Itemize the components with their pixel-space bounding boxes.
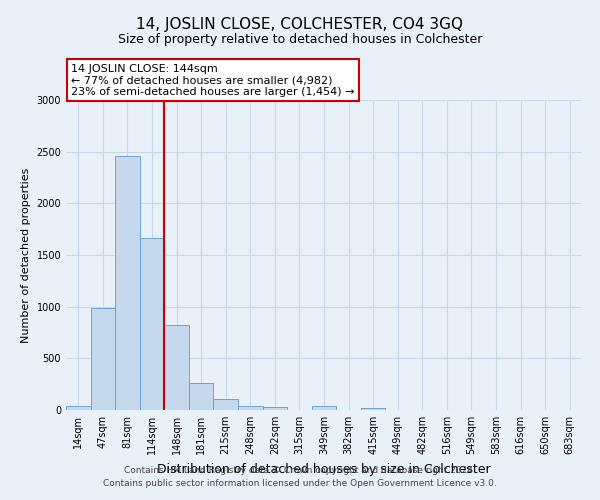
Text: 14, JOSLIN CLOSE, COLCHESTER, CO4 3GQ: 14, JOSLIN CLOSE, COLCHESTER, CO4 3GQ xyxy=(137,18,464,32)
Bar xyxy=(66,406,91,410)
Bar xyxy=(361,408,385,410)
Bar xyxy=(189,382,214,410)
Text: Contains HM Land Registry data © Crown copyright and database right 2024.
Contai: Contains HM Land Registry data © Crown c… xyxy=(103,466,497,487)
Y-axis label: Number of detached properties: Number of detached properties xyxy=(21,168,31,342)
Bar xyxy=(312,406,336,410)
Bar xyxy=(214,398,238,410)
Bar xyxy=(238,406,263,410)
Bar xyxy=(164,326,189,410)
Bar xyxy=(115,156,140,410)
Text: Size of property relative to detached houses in Colchester: Size of property relative to detached ho… xyxy=(118,32,482,46)
Bar xyxy=(263,408,287,410)
Bar xyxy=(140,238,164,410)
Bar xyxy=(91,308,115,410)
Text: 14 JOSLIN CLOSE: 144sqm
← 77% of detached houses are smaller (4,982)
23% of semi: 14 JOSLIN CLOSE: 144sqm ← 77% of detache… xyxy=(71,64,355,97)
X-axis label: Distribution of detached houses by size in Colchester: Distribution of detached houses by size … xyxy=(157,462,491,475)
